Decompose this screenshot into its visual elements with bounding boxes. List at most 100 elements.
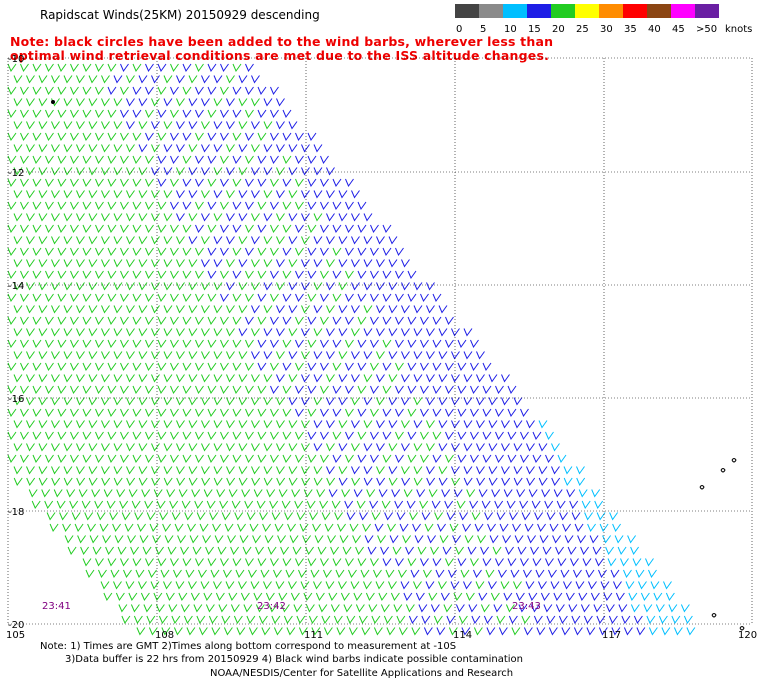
wind-barb [7, 454, 17, 464]
wind-barb [201, 466, 210, 475]
wind-barb [492, 546, 502, 556]
wind-barb [445, 454, 454, 464]
wind-barb [138, 477, 148, 487]
wind-barb [219, 500, 229, 510]
wind-barb [163, 397, 173, 406]
wind-barb [448, 569, 457, 579]
wind-barb [438, 374, 448, 383]
wind-barb [553, 592, 563, 602]
wind-barb [144, 500, 154, 510]
wind-barb [288, 213, 298, 222]
wind-barb [63, 144, 73, 153]
wind-barb [70, 86, 79, 96]
wind-barb [382, 339, 392, 349]
wind-barb [20, 431, 29, 441]
wind-barb [195, 178, 204, 188]
wind-barb [20, 224, 29, 234]
wind-barb [357, 270, 367, 280]
legend-label: 15 [528, 24, 541, 35]
wind-barb [95, 408, 104, 418]
wind-barb [45, 247, 54, 257]
wind-barb [176, 374, 185, 383]
wind-barb [195, 385, 204, 395]
wind-barb [594, 500, 604, 510]
wind-barb [151, 305, 160, 314]
wind-barb [270, 316, 279, 326]
wind-barb [316, 489, 326, 498]
wind-barb [71, 512, 81, 521]
wind-barb [195, 201, 204, 211]
wind-barb [151, 420, 160, 429]
wind-barb [270, 224, 279, 234]
wind-barb [188, 420, 198, 429]
wind-barb [201, 282, 210, 291]
wind-barb [165, 592, 175, 602]
wind-barb [330, 546, 340, 556]
wind-barb [428, 592, 438, 602]
wind-barb [270, 247, 279, 257]
wind-barb [126, 328, 135, 337]
wind-barb [163, 236, 173, 245]
wind-barb [185, 569, 195, 579]
wind-barb [442, 546, 452, 556]
wind-barb [32, 201, 42, 211]
wind-barb [588, 581, 597, 590]
wind-barb [150, 581, 160, 590]
wind-barb [163, 305, 173, 314]
wind-barb [157, 201, 167, 211]
wind-barb [543, 604, 553, 613]
wind-barb [388, 443, 398, 452]
wind-barb [132, 63, 142, 73]
wind-barb [351, 305, 360, 314]
wind-barb [301, 351, 310, 360]
wind-barb [182, 339, 192, 349]
wind-barb [468, 604, 478, 613]
wind-barb [635, 569, 645, 579]
wind-barb [563, 466, 573, 475]
wind-barb [401, 259, 410, 268]
wind-barb [238, 351, 248, 360]
wind-barb [326, 213, 335, 222]
wind-barb [245, 63, 254, 73]
wind-barb [213, 397, 223, 406]
wind-barb [153, 592, 163, 602]
wind-barb [513, 477, 523, 487]
wind-barb [475, 581, 485, 590]
wind-barb [298, 627, 308, 636]
wind-barb [263, 144, 273, 153]
wind-barb [420, 408, 429, 418]
wind-barb [407, 431, 417, 441]
wind-barb [145, 224, 154, 234]
wind-barb [306, 500, 316, 510]
wind-barb [257, 132, 267, 142]
wind-barb [138, 167, 148, 176]
wind-barb [7, 178, 17, 188]
wind-barb [317, 546, 327, 556]
wind-barb [225, 581, 235, 590]
wind-barb [545, 431, 554, 441]
wind-barb [20, 132, 29, 142]
wind-barb [157, 63, 167, 73]
wind-barb [232, 201, 242, 211]
wind-barb [126, 397, 135, 406]
wind-barb [555, 546, 565, 556]
contamination-note: Note: black circles have been added to t… [10, 34, 554, 63]
wind-barb [169, 500, 179, 510]
wind-barb [170, 431, 179, 441]
wind-barb [576, 466, 585, 475]
wind-barb [82, 408, 92, 418]
wind-barb [338, 420, 348, 429]
wind-barb [282, 109, 292, 119]
wind-barb [120, 362, 129, 372]
wind-barb [107, 316, 117, 326]
wind-barb [519, 500, 529, 510]
wind-barb [401, 477, 411, 487]
wind-barb [636, 627, 646, 636]
wind-barb [26, 477, 36, 487]
wind-barb [633, 615, 643, 625]
wind-barb [138, 190, 148, 199]
wind-barb [45, 155, 54, 165]
wind-barb [188, 581, 197, 590]
wind-barb [220, 293, 229, 303]
wind-barb [313, 282, 323, 291]
